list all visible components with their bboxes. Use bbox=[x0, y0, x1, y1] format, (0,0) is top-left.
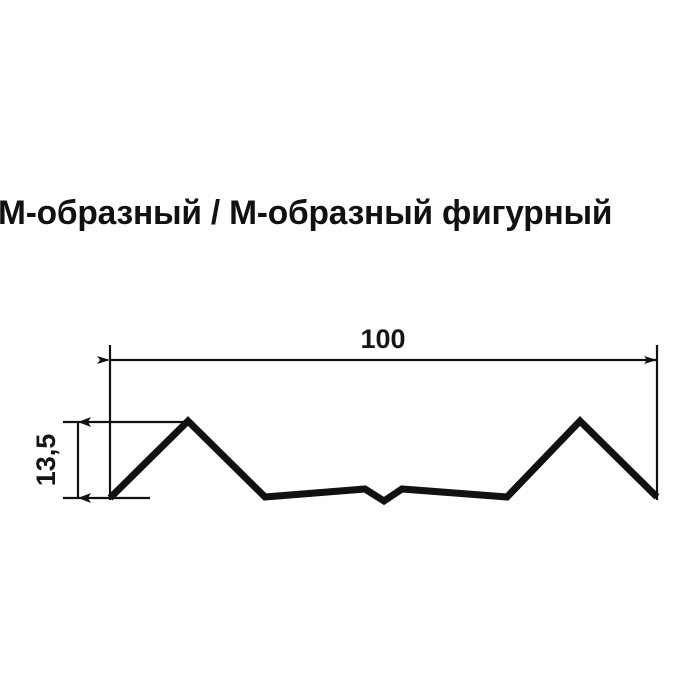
dimension-label-width: 100 bbox=[360, 324, 405, 354]
profile-outline bbox=[107, 416, 660, 506]
page-title: М-образный / М-образный фигурный bbox=[0, 194, 613, 232]
dimension-label-height: 13,5 bbox=[31, 434, 61, 487]
